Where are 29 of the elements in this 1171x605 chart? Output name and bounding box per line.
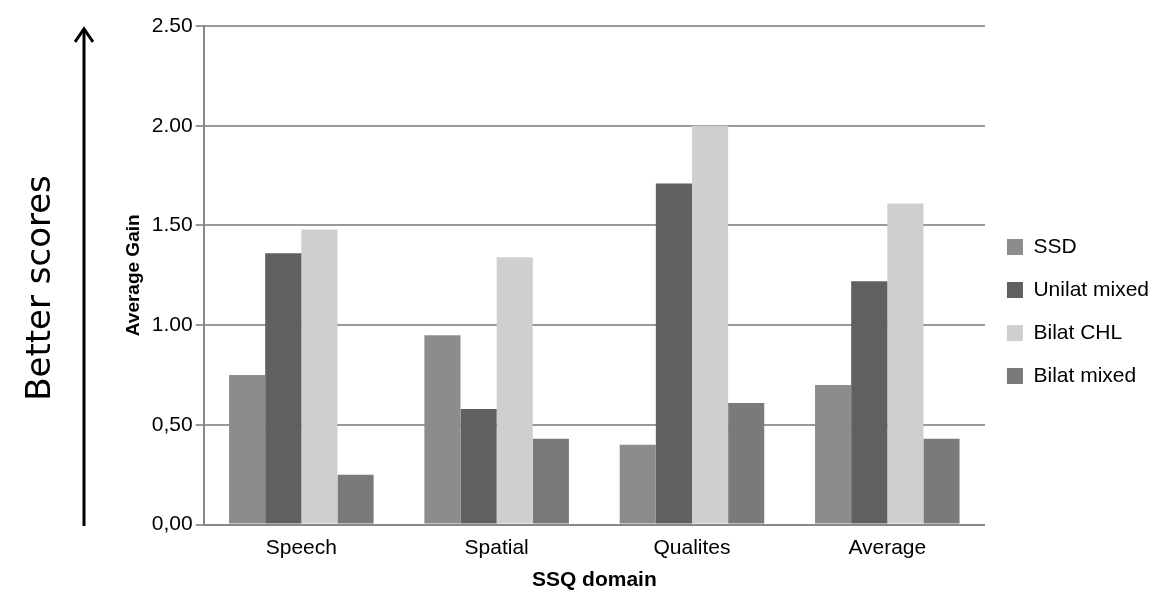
legend-label: SSD — [1033, 233, 1077, 257]
bar — [532, 438, 569, 524]
bar — [301, 229, 338, 524]
bar — [923, 438, 960, 524]
bar — [887, 203, 924, 524]
x-axis-title: SSQ domain — [531, 567, 657, 591]
x-tick-label: Speech — [265, 535, 337, 558]
y-tick-label: 2.00 — [151, 112, 193, 136]
y-tick-label: 0,00 — [151, 511, 193, 535]
bar — [337, 474, 374, 524]
y-axis-title: Average Gain — [121, 214, 143, 337]
y-tick-label: 0,50 — [151, 411, 193, 435]
bar — [655, 183, 692, 524]
y-tick-label: 1.00 — [151, 311, 193, 335]
text: Better scores — [18, 174, 58, 403]
x-tick-label: Average — [848, 535, 927, 558]
bar — [265, 253, 302, 524]
legend-label: Bilat mixed — [1033, 362, 1137, 386]
x-tick-label: Spatial — [464, 535, 529, 558]
y-tick-label: 2.50 — [151, 12, 193, 36]
legend-label: Unilat mixed — [1033, 276, 1150, 300]
legend-label: Bilat CHL — [1033, 319, 1123, 343]
bar — [691, 125, 729, 524]
x-tick-label: Qualites — [653, 535, 731, 558]
bar — [851, 281, 888, 524]
y-tick-label: 1.50 — [151, 212, 193, 236]
bar — [460, 408, 497, 524]
bar — [496, 257, 533, 524]
bar — [728, 402, 765, 524]
